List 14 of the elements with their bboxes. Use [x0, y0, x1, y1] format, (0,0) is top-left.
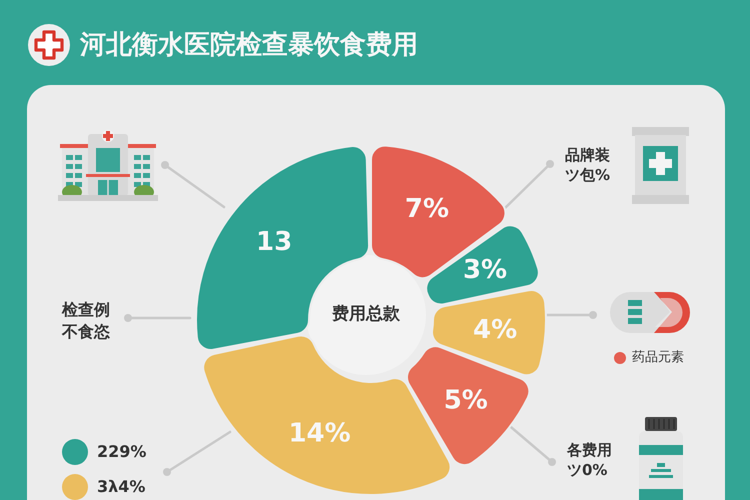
text: 费用总款 — [331, 303, 401, 326]
text: 药品元素 — [632, 349, 684, 367]
data-label: 5% — [444, 386, 488, 416]
text: 检查例不食恣 — [62, 299, 111, 342]
data-label: 13 — [256, 226, 292, 257]
text: 229% — [97, 441, 146, 463]
data-label: 4% — [473, 314, 518, 345]
text: 各费用ツ0% — [567, 440, 613, 480]
text: 3λ4% — [97, 476, 146, 498]
chart-title: 河北衡水医院检查暴饮食费用 — [80, 29, 418, 62]
data-label: 3% — [462, 255, 508, 286]
data-label: 7% — [404, 194, 450, 224]
text: 品牌装ツ包% — [565, 145, 612, 186]
data-label: 14% — [288, 418, 351, 448]
